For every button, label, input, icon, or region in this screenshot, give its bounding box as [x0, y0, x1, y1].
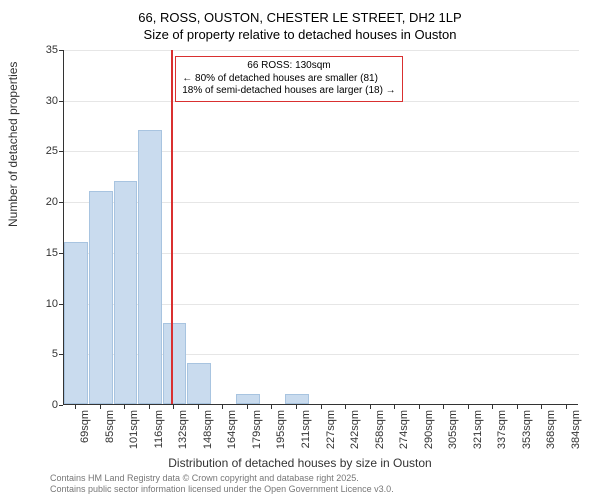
y-tick-mark: [59, 405, 63, 406]
x-tick-label: 69sqm: [79, 410, 91, 454]
histogram-bar: [138, 130, 162, 404]
y-tick-label: 5: [28, 348, 58, 360]
y-tick-label: 20: [28, 196, 58, 208]
plot-area: 66 ROSS: 130sqm← 80% of detached houses …: [63, 50, 578, 405]
chart-container: 66, ROSS, OUSTON, CHESTER LE STREET, DH2…: [0, 0, 600, 500]
x-tick-mark: [492, 405, 493, 409]
x-tick-mark: [100, 405, 101, 409]
x-tick-label: 242sqm: [349, 410, 361, 454]
y-tick-label: 10: [28, 298, 58, 310]
histogram-bar: [114, 181, 138, 404]
y-tick-label: 30: [28, 95, 58, 107]
marker-line: [171, 50, 173, 404]
title-line1: 66, ROSS, OUSTON, CHESTER LE STREET, DH2…: [0, 10, 600, 27]
x-tick-label: 227sqm: [325, 410, 337, 454]
footer-line2: Contains public sector information licen…: [50, 484, 394, 496]
grid-line: [64, 50, 579, 51]
footer-attribution: Contains HM Land Registry data © Crown c…: [50, 473, 394, 496]
x-tick-label: 368sqm: [545, 410, 557, 454]
x-tick-mark: [198, 405, 199, 409]
x-tick-mark: [419, 405, 420, 409]
x-tick-label: 164sqm: [226, 410, 238, 454]
x-tick-mark: [271, 405, 272, 409]
x-tick-label: 321sqm: [472, 410, 484, 454]
x-tick-mark: [468, 405, 469, 409]
annotation-line: 18% of semi-detached houses are larger (…: [182, 85, 395, 98]
x-tick-label: 132sqm: [177, 410, 189, 454]
annotation-line: 66 ROSS: 130sqm: [182, 60, 395, 73]
x-tick-mark: [517, 405, 518, 409]
annotation-line: ← 80% of detached houses are smaller (81…: [182, 73, 395, 86]
x-tick-label: 337sqm: [496, 410, 508, 454]
x-tick-mark: [173, 405, 174, 409]
x-tick-label: 85sqm: [104, 410, 116, 454]
histogram-bar: [163, 323, 187, 404]
annotation-box: 66 ROSS: 130sqm← 80% of detached houses …: [175, 56, 402, 102]
histogram-bar: [236, 394, 260, 404]
x-tick-label: 211sqm: [300, 410, 312, 454]
y-tick-label: 35: [28, 44, 58, 56]
x-tick-mark: [541, 405, 542, 409]
x-tick-label: 353sqm: [521, 410, 533, 454]
chart-title: 66, ROSS, OUSTON, CHESTER LE STREET, DH2…: [0, 0, 600, 44]
x-tick-label: 195sqm: [275, 410, 287, 454]
x-tick-label: 101sqm: [128, 410, 140, 454]
x-tick-mark: [247, 405, 248, 409]
x-tick-label: 116sqm: [153, 410, 165, 454]
title-line2: Size of property relative to detached ho…: [0, 27, 600, 44]
x-axis-label: Distribution of detached houses by size …: [0, 456, 600, 470]
x-tick-mark: [566, 405, 567, 409]
x-tick-label: 274sqm: [398, 410, 410, 454]
x-tick-mark: [75, 405, 76, 409]
x-tick-mark: [394, 405, 395, 409]
y-tick-label: 0: [28, 399, 58, 411]
y-tick-label: 15: [28, 247, 58, 259]
x-tick-label: 290sqm: [423, 410, 435, 454]
y-axis-label: Number of detached properties: [6, 62, 20, 227]
x-tick-mark: [149, 405, 150, 409]
x-tick-mark: [222, 405, 223, 409]
x-tick-mark: [443, 405, 444, 409]
x-tick-label: 148sqm: [202, 410, 214, 454]
histogram-bar: [64, 242, 88, 404]
x-tick-mark: [124, 405, 125, 409]
x-tick-mark: [296, 405, 297, 409]
histogram-bar: [285, 394, 309, 404]
footer-line1: Contains HM Land Registry data © Crown c…: [50, 473, 394, 485]
x-tick-label: 384sqm: [570, 410, 582, 454]
x-tick-label: 305sqm: [447, 410, 459, 454]
x-tick-mark: [370, 405, 371, 409]
x-tick-label: 258sqm: [374, 410, 386, 454]
x-tick-mark: [321, 405, 322, 409]
histogram-bar: [187, 363, 211, 404]
x-tick-label: 179sqm: [251, 410, 263, 454]
y-tick-label: 25: [28, 145, 58, 157]
histogram-bar: [89, 191, 113, 404]
x-tick-mark: [345, 405, 346, 409]
